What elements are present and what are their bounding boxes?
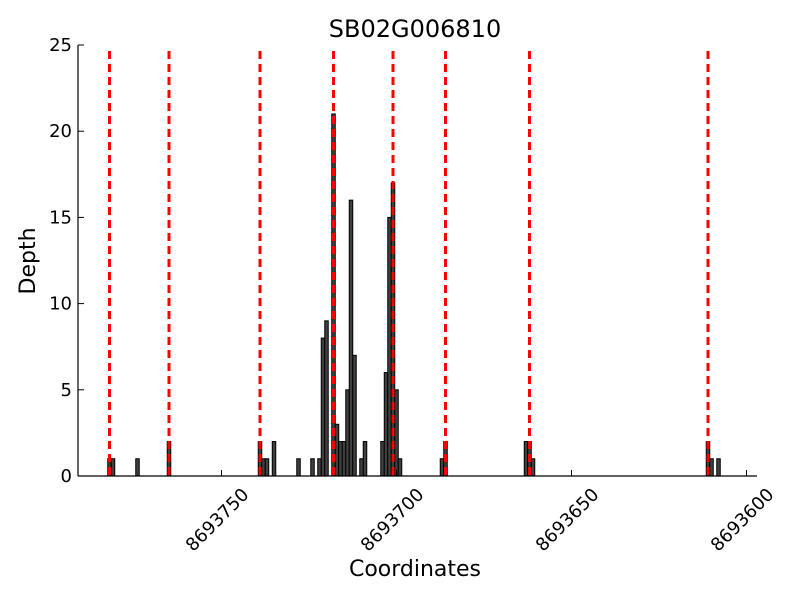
bar — [264, 458, 270, 477]
x-tick-label: 8693750 — [182, 484, 254, 556]
bar — [394, 389, 399, 477]
bar — [334, 423, 340, 477]
bar — [397, 458, 403, 477]
bar — [110, 458, 116, 477]
bar — [271, 441, 277, 477]
bar — [341, 441, 347, 477]
y-tick-label: 20 — [49, 121, 72, 142]
x-axis-label: Coordinates — [349, 557, 481, 582]
bar — [348, 199, 354, 477]
bar — [317, 458, 322, 477]
x-tick-label: 8693600 — [707, 484, 779, 556]
bar — [320, 337, 326, 477]
x-tick-label: 8693700 — [357, 484, 429, 556]
y-tick-label: 0 — [61, 466, 72, 487]
bar — [383, 372, 389, 477]
y-tick-label: 15 — [49, 207, 72, 228]
chart-title: SB02G006810 — [329, 15, 501, 43]
bar — [362, 441, 368, 477]
bar — [310, 458, 315, 477]
bar — [709, 458, 714, 477]
bar — [359, 458, 364, 477]
y-axis-label: Depth — [16, 227, 41, 294]
y-tick-label: 10 — [49, 294, 72, 315]
bar — [439, 458, 445, 477]
bar — [135, 458, 140, 477]
bar — [387, 216, 392, 477]
bar — [296, 458, 301, 477]
bar — [338, 441, 343, 477]
y-tick-label: 5 — [61, 380, 72, 401]
bar — [352, 354, 357, 477]
bar — [523, 441, 529, 477]
bar — [324, 320, 329, 477]
x-tick-label: 8693650 — [532, 484, 604, 556]
y-tick-label: 25 — [49, 35, 72, 56]
bar — [261, 458, 266, 477]
bar — [530, 458, 536, 477]
bar — [345, 389, 350, 477]
bar — [716, 458, 721, 477]
bar — [380, 441, 385, 477]
